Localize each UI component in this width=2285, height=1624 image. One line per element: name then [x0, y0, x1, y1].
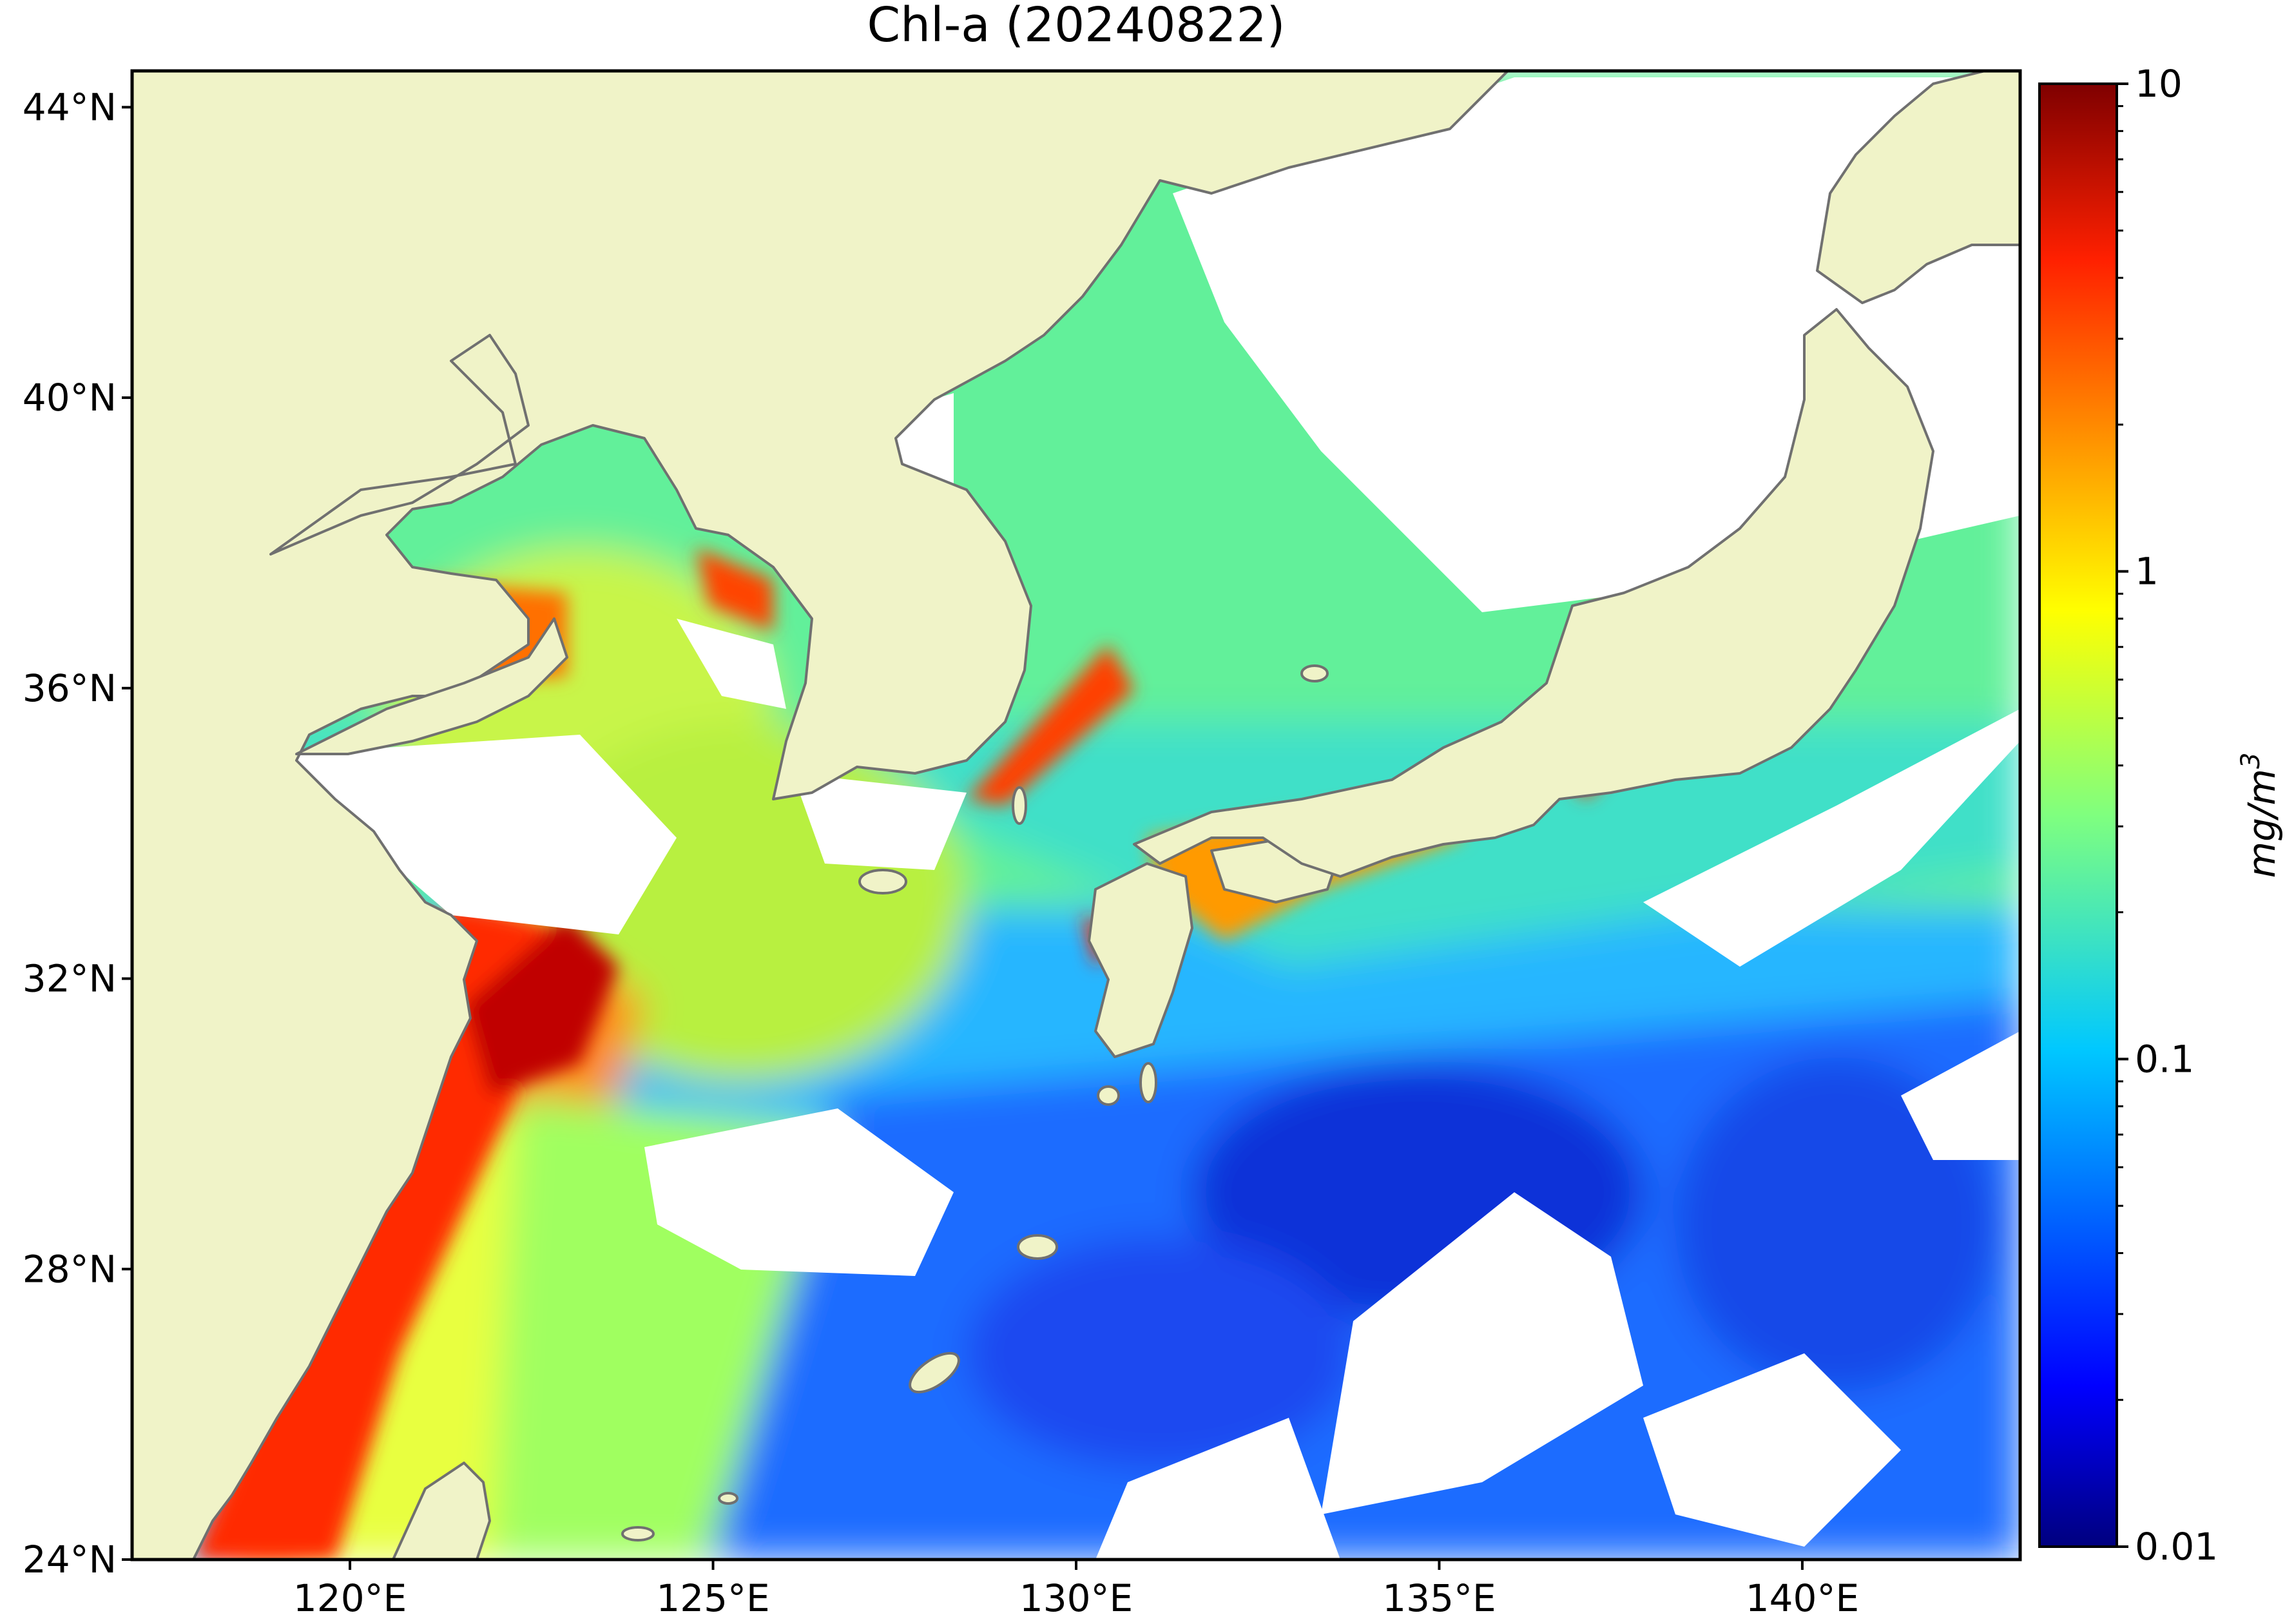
longitude-axis: 120°E 125°E 130°E 135°E 140°E: [293, 1560, 1859, 1620]
land-shandong: [295, 617, 568, 755]
lon-tick-label: 135°E: [1382, 1576, 1496, 1620]
land-kyushu: [1088, 862, 1193, 1058]
latitude-axis: 44°N 40°N 36°N 32°N 28°N 24°N: [23, 85, 132, 1581]
land-honshu: [1133, 308, 1934, 878]
land-okinawa: [909, 1351, 960, 1394]
colorbar-tick-label: 1: [2135, 550, 2159, 594]
lat-tick-label: 44°N: [23, 85, 117, 129]
lon-tick-label: 120°E: [293, 1576, 407, 1620]
colorbar-tick-label: 10: [2135, 62, 2183, 106]
lat-tick-label: 28°N: [23, 1247, 117, 1291]
lon-tick-label: 125°E: [656, 1576, 769, 1620]
colorbar-tick-label: 0.01: [2135, 1525, 2218, 1569]
lat-tick-label: 36°N: [23, 666, 117, 710]
lon-tick-label: 130°E: [1019, 1576, 1133, 1620]
land-oki: [1300, 664, 1329, 682]
land-hokkaido: [1816, 71, 2020, 304]
land-taiwan: [392, 1462, 491, 1560]
map-panel: [132, 71, 2020, 1560]
lat-tick-label: 40°N: [23, 376, 117, 420]
colorbar-tick-label: 0.1: [2135, 1037, 2194, 1081]
land-amami: [1017, 1234, 1058, 1260]
land-liaodong: [269, 334, 530, 556]
land-jeju: [858, 869, 907, 894]
land-tanegashima: [1139, 1062, 1157, 1103]
lat-tick-label: 24°N: [23, 1538, 117, 1581]
colorbar-ticks: 10 1 0.1 0.01: [2117, 62, 2218, 1569]
land-masses: [132, 71, 2020, 1560]
land-miyako: [718, 1492, 738, 1505]
colorbar: 10 1 0.1 0.01 mg/m3: [2038, 62, 2284, 1569]
land-ishigaki: [621, 1526, 655, 1542]
land-tsushima: [1012, 786, 1027, 825]
colorbar-label: mg/m3: [2236, 753, 2284, 878]
colorbar-gradient: [2038, 82, 2118, 1548]
lon-tick-label: 140°E: [1746, 1576, 1859, 1620]
land-yakushima: [1097, 1085, 1120, 1106]
lat-tick-label: 32°N: [23, 957, 117, 1001]
land-continent: [132, 71, 1509, 1560]
map-title: Chl-a (20240822): [867, 0, 1285, 53]
